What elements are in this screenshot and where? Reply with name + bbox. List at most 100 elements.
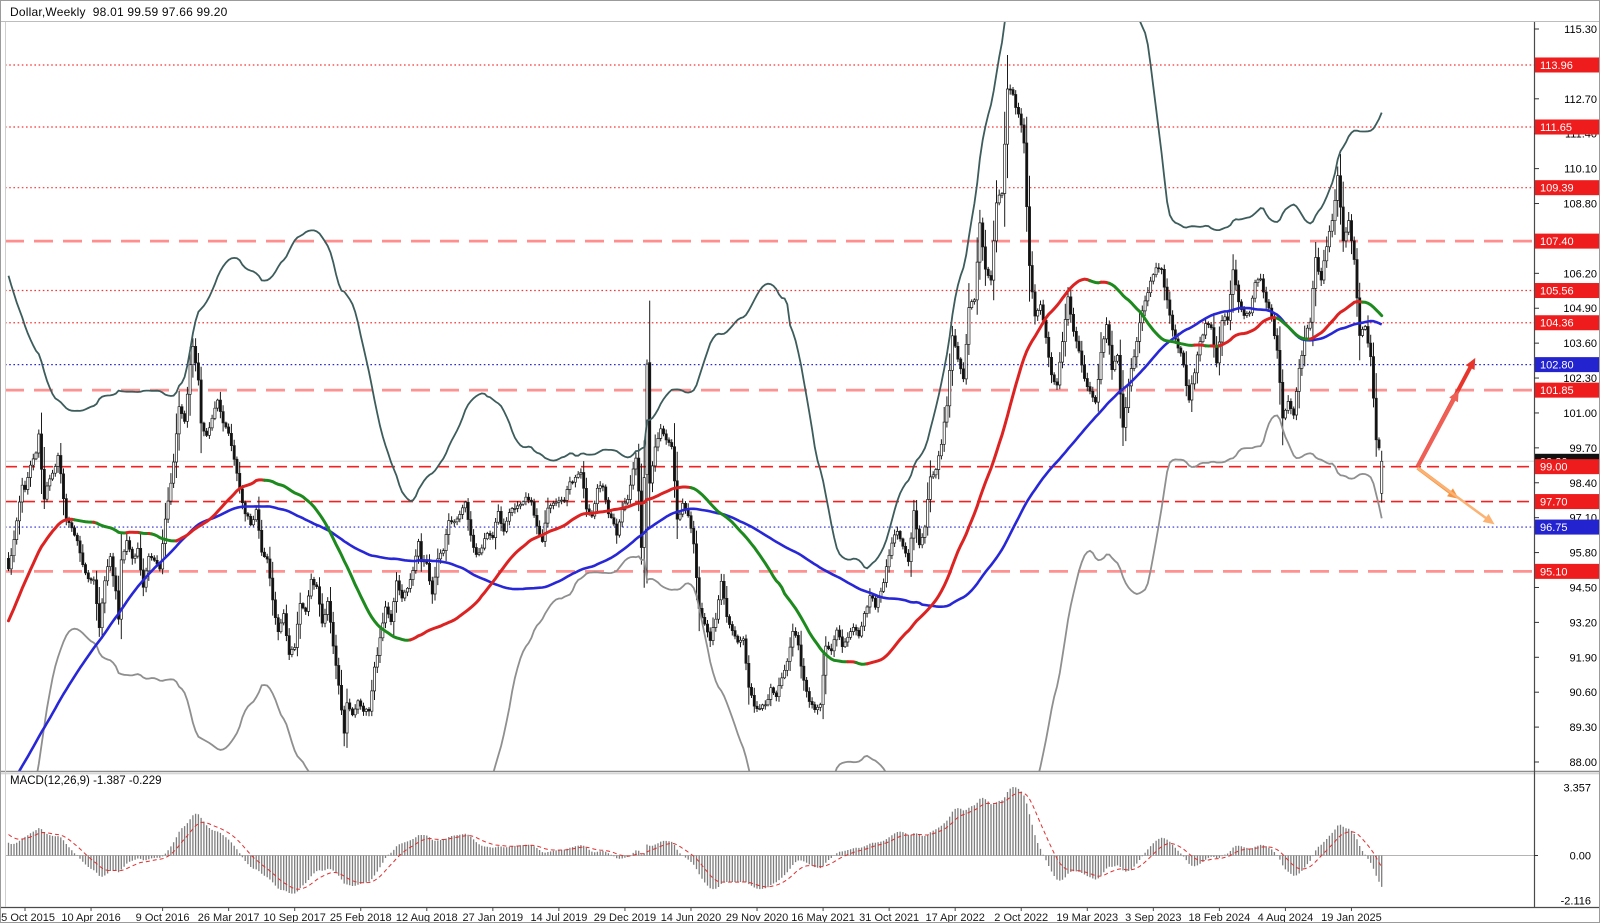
svg-text:108.80: 108.80 [1563,199,1597,211]
svg-text:12 Aug 2018: 12 Aug 2018 [396,912,458,923]
svg-text:17 Apr 2022: 17 Apr 2022 [926,912,985,923]
svg-text:90.60: 90.60 [1569,687,1597,699]
svg-text:104.36: 104.36 [1540,318,1574,330]
svg-text:3.357: 3.357 [1563,782,1591,794]
price-axis[interactable]: 115.30112.70111.40110.10108.80106.20104.… [1534,24,1600,769]
sma50-segment [174,478,266,543]
sma50-segment [7,517,76,623]
svg-text:-2.116: -2.116 [1561,895,1591,907]
sma50-segment [73,518,96,524]
svg-text:10 Apr 2016: 10 Apr 2016 [61,912,120,923]
svg-text:3 Sep 2023: 3 Sep 2023 [1125,912,1181,923]
svg-text:103.60: 103.60 [1563,338,1597,350]
svg-text:115.30: 115.30 [1564,24,1597,36]
svg-text:4 Aug 2024: 4 Aug 2024 [1258,912,1314,923]
svg-text:27 Jan 2019: 27 Jan 2019 [463,912,524,923]
svg-text:88.00: 88.00 [1569,757,1597,769]
band-lower-line [36,414,1383,771]
svg-text:18 Feb 2024: 18 Feb 2024 [1188,912,1250,923]
band-upper-line [7,22,1383,570]
svg-text:16 May 2021: 16 May 2021 [791,912,855,923]
level-price-box [1535,459,1599,475]
svg-text:110.10: 110.10 [1564,164,1597,176]
candles-layer [7,55,1384,748]
sma50-segment [865,277,1092,666]
svg-text:99.70: 99.70 [1569,443,1597,455]
level-price-box [1535,519,1599,535]
sma50-segment [150,532,178,543]
svg-text:0.00: 0.00 [1570,851,1591,863]
svg-text:26 Mar 2017: 26 Mar 2017 [198,912,260,923]
svg-text:93.20: 93.20 [1569,617,1597,629]
sma50-segment [1193,343,1208,348]
sma50-segment [1088,279,1103,285]
svg-text:95.10: 95.10 [1540,566,1568,578]
sma50-segment [1361,300,1384,318]
sma50-segment [125,530,143,535]
bullish-projection-short-arrowhead [1449,390,1459,403]
sma50-segment [854,661,869,666]
svg-text:19 Jan 2025: 19 Jan 2025 [1321,912,1382,923]
bearish-projection-long-arrowhead [1482,513,1495,525]
svg-text:109.39: 109.39 [1540,183,1574,195]
bullish-projection-short-arrow[interactable] [1415,396,1457,468]
svg-text:29 Nov 2020: 29 Nov 2020 [726,912,788,923]
level-price-box [1535,57,1599,73]
trend-arrows[interactable] [1415,357,1495,525]
sma50-segment [95,521,129,535]
svg-text:31 Oct 2021: 31 Oct 2021 [859,912,919,923]
bullish-projection-long-arrowhead [1465,357,1476,370]
sma100-line [17,306,1383,771]
svg-text:102.30: 102.30 [1563,373,1597,385]
ma-lines-layer [7,22,1384,771]
svg-text:19 Mar 2023: 19 Mar 2023 [1056,912,1118,923]
level-price-box [1535,315,1599,331]
svg-text:95.80: 95.80 [1569,548,1597,560]
svg-text:94.50: 94.50 [1569,582,1597,594]
svg-text:104.90: 104.90 [1563,303,1597,315]
svg-text:29 Dec 2019: 29 Dec 2019 [594,912,656,923]
svg-text:25 Oct 2015: 25 Oct 2015 [1,912,55,923]
svg-text:101.00: 101.00 [1563,408,1597,420]
candles-up [9,88,1384,734]
svg-text:99.00: 99.00 [1540,462,1568,474]
sma50-segment [1217,316,1279,348]
svg-text:111.65: 111.65 [1540,122,1572,134]
level-price-box [1535,180,1599,196]
svg-text:91.90: 91.90 [1569,652,1597,664]
level-price-box [1535,233,1599,249]
svg-text:102.80: 102.80 [1540,360,1574,372]
sma50-segment [1308,299,1364,341]
bearish-projection-long-arrow[interactable] [1416,466,1489,521]
svg-text:14 Jun 2020: 14 Jun 2020 [661,912,722,923]
svg-text:10 Sep 2017: 10 Sep 2017 [264,912,326,923]
svg-text:101.85: 101.85 [1540,385,1574,397]
svg-text:107.40: 107.40 [1540,236,1574,248]
macd-histogram [7,787,1383,894]
svg-text:105.56: 105.56 [1540,286,1574,298]
macd-layer [5,787,1534,894]
pane-borders [1,21,1599,909]
svg-text:96.75: 96.75 [1540,522,1568,534]
svg-text:89.30: 89.30 [1569,722,1597,734]
svg-text:14 Jul 2019: 14 Jul 2019 [530,912,587,923]
sma50-segment [1107,281,1197,347]
level-price-box [1535,283,1599,299]
level-price-box [1535,357,1599,373]
sma50-segment [689,486,850,664]
svg-text:9 Oct 2016: 9 Oct 2016 [136,912,190,923]
macd-indicator-label: MACD(12,26,9) -1.387 -0.229 [10,775,162,787]
level-price-box [1535,382,1599,398]
svg-text:97.70: 97.70 [1540,497,1568,509]
candle-wicks [8,55,1383,748]
sma50-segment [408,485,693,642]
time-axis[interactable]: 25 Oct 2015 10 Apr 2016 9 Oct 2016 26 Mar 2… [1,908,1382,923]
svg-text:98.40: 98.40 [1569,478,1597,490]
level-price-box [1535,494,1599,510]
macd-axis[interactable]: 3.357 0.00 -2.116 [1534,782,1591,907]
svg-text:2 Oct 2022: 2 Oct 2022 [994,912,1048,923]
sma50-segment [262,478,412,642]
level-price-box [1535,119,1599,135]
